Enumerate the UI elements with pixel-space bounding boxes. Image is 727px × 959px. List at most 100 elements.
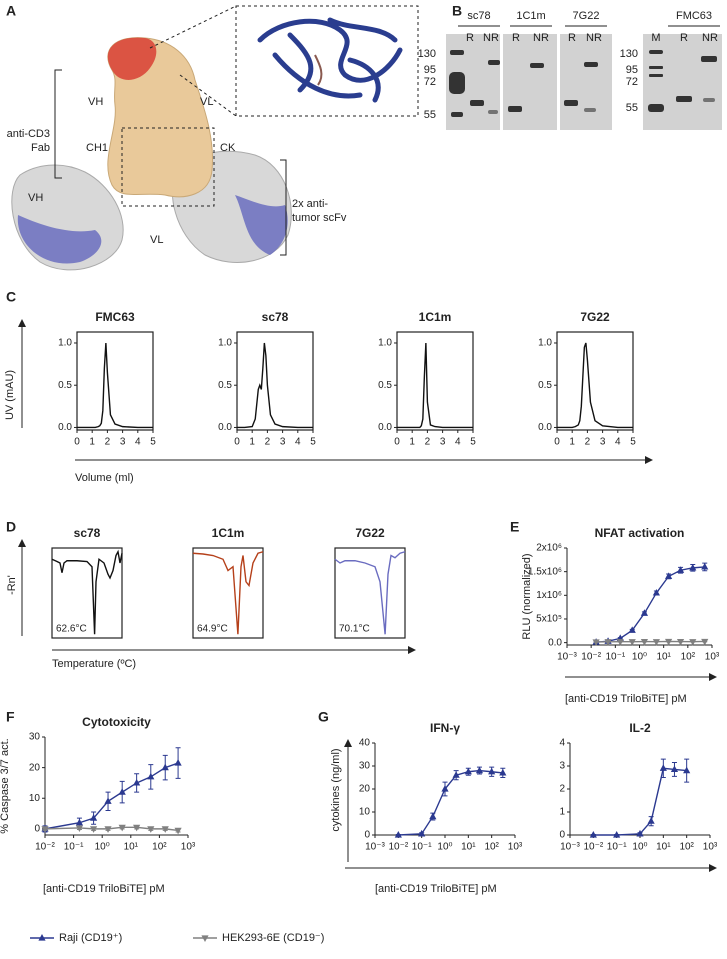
axis-label: Temperature (ºC) bbox=[52, 658, 136, 670]
x-tick-label: 10² bbox=[152, 842, 167, 853]
y-tick-label: 40 bbox=[359, 738, 371, 749]
data-point bbox=[147, 826, 155, 833]
mw-marker: 72 bbox=[626, 76, 638, 88]
y-tick-label: 0.5 bbox=[218, 380, 232, 391]
y-tick-label: 0.5 bbox=[378, 380, 392, 391]
data-point bbox=[75, 825, 84, 832]
plot-frame bbox=[192, 547, 264, 639]
data-line bbox=[593, 767, 687, 836]
x-tick-label: 5 bbox=[310, 437, 316, 448]
x-tick-label: 0 bbox=[394, 437, 400, 448]
data-point bbox=[676, 638, 685, 646]
chart-title: NFAT activation bbox=[595, 526, 685, 540]
data-point bbox=[41, 826, 49, 833]
x-tick-label: 4 bbox=[135, 437, 141, 448]
y-tick-label: 0.0 bbox=[538, 422, 552, 433]
lane-label: R bbox=[568, 32, 576, 44]
y-tick-label: 10 bbox=[359, 807, 371, 818]
domain-label: Fab bbox=[31, 142, 50, 154]
mw-marker: 72 bbox=[424, 76, 436, 88]
data-point bbox=[701, 638, 709, 646]
data-point bbox=[161, 763, 169, 771]
x-tick-label: 3 bbox=[440, 437, 446, 448]
legend-marker bbox=[201, 935, 209, 942]
y-tick-label: 1.0 bbox=[58, 338, 72, 349]
axis-label: [anti-CD19 TriloBiTE] pM bbox=[565, 693, 687, 705]
plot-frame bbox=[76, 331, 154, 431]
y-tick-label: 0.5 bbox=[58, 380, 72, 391]
x-tick-label: 1 bbox=[569, 437, 575, 448]
x-tick-label: 10³ bbox=[181, 842, 196, 853]
y-tick-label: 30 bbox=[29, 732, 41, 743]
y-tick-label: 1.0 bbox=[378, 338, 392, 349]
annotation: 64.9°C bbox=[197, 624, 228, 635]
plot-frame bbox=[334, 547, 406, 639]
y-tick-label: 1x10⁶ bbox=[536, 590, 562, 601]
data-point bbox=[441, 785, 449, 792]
mw-marker: 130 bbox=[418, 48, 436, 60]
y-tick-label: 2x10⁶ bbox=[536, 543, 562, 554]
x-tick-label: 10³ bbox=[705, 652, 720, 663]
panel-label: F bbox=[6, 709, 15, 725]
data-line bbox=[44, 762, 179, 830]
x-tick-label: 2 bbox=[265, 437, 271, 448]
x-tick-label: 10⁻² bbox=[388, 842, 408, 853]
domain-label: VL bbox=[150, 234, 163, 246]
x-tick-label: 10¹ bbox=[656, 842, 671, 853]
x-tick-label: 10⁰ bbox=[632, 652, 647, 663]
lane-label: R bbox=[680, 32, 688, 44]
axis-label: -Rn' bbox=[6, 575, 18, 595]
y-tick-label: 0.0 bbox=[218, 422, 232, 433]
chart-title: Cytotoxicity bbox=[82, 715, 151, 729]
gel-group: FMC63 bbox=[676, 10, 712, 22]
x-tick-label: 5 bbox=[150, 437, 156, 448]
y-tick-label: 5x10⁵ bbox=[536, 614, 562, 625]
data-line bbox=[44, 826, 179, 832]
y-tick-label: 20 bbox=[359, 784, 371, 795]
x-tick-label: 10² bbox=[679, 842, 694, 853]
chart-title: 1C1m bbox=[212, 526, 245, 540]
data-point bbox=[689, 639, 697, 646]
x-tick-label: 10⁻² bbox=[581, 652, 601, 663]
data-point bbox=[664, 572, 673, 579]
data-point bbox=[592, 639, 600, 646]
x-tick-label: 1 bbox=[249, 437, 255, 448]
panel-label: A bbox=[6, 3, 16, 19]
y-tick-label: 1.0 bbox=[218, 338, 232, 349]
y-tick-label: 4 bbox=[559, 738, 565, 749]
legend-label: Raji (CD19⁺) bbox=[59, 932, 122, 944]
legend-label: HEK293-6E (CD19⁻) bbox=[222, 932, 324, 944]
x-tick-label: 4 bbox=[295, 437, 301, 448]
domain-label: tumor scFv bbox=[292, 212, 347, 224]
x-tick-label: 10⁻³ bbox=[560, 842, 580, 853]
data-point bbox=[118, 824, 126, 832]
x-tick-label: 2 bbox=[105, 437, 111, 448]
data-point bbox=[488, 767, 496, 775]
data-point bbox=[174, 759, 182, 766]
panel-label: C bbox=[6, 289, 16, 305]
data-point bbox=[475, 766, 484, 774]
plot-frame bbox=[236, 331, 314, 431]
gel-group: 1C1m bbox=[516, 10, 545, 22]
domain-label: CK bbox=[220, 142, 236, 154]
mw-marker: 55 bbox=[424, 109, 436, 121]
x-tick-label: 1 bbox=[89, 437, 95, 448]
axis-label: Volume (ml) bbox=[75, 472, 134, 484]
data-line bbox=[334, 551, 406, 635]
data-point bbox=[147, 772, 155, 780]
data-point bbox=[613, 831, 621, 838]
data-point bbox=[701, 562, 709, 570]
x-tick-label: 10³ bbox=[508, 842, 523, 853]
x-tick-label: 4 bbox=[615, 437, 621, 448]
data-point bbox=[75, 818, 84, 826]
domain-label: VH bbox=[28, 192, 43, 204]
x-tick-label: 3 bbox=[600, 437, 606, 448]
axis-label: UV (mAU) bbox=[4, 370, 16, 420]
data-line bbox=[192, 551, 264, 635]
x-tick-label: 4 bbox=[455, 437, 461, 448]
mw-marker: 95 bbox=[424, 64, 436, 76]
data-point bbox=[104, 797, 112, 804]
data-point bbox=[604, 639, 612, 646]
x-tick-label: 10⁻³ bbox=[365, 842, 385, 853]
data-point bbox=[394, 831, 402, 838]
